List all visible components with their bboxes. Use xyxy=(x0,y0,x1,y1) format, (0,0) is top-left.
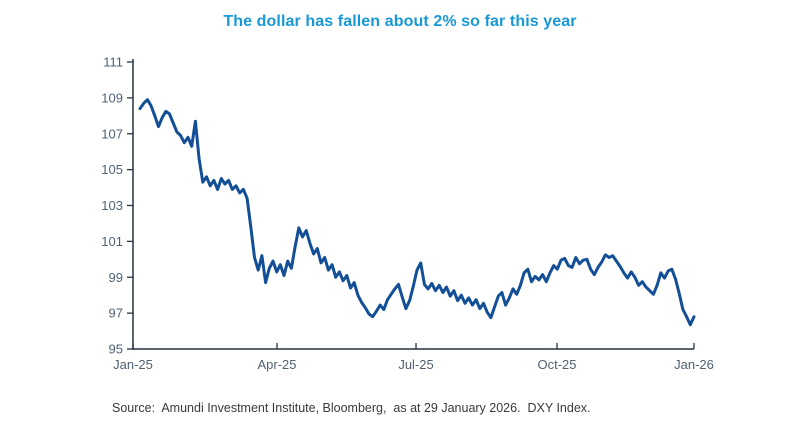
y-tick-label: 103 xyxy=(101,198,123,213)
y-tick-label: 109 xyxy=(101,90,123,105)
x-tick-label: Jan-26 xyxy=(674,357,714,372)
y-tick-label: 99 xyxy=(109,270,123,285)
x-tick-label: Jan-25 xyxy=(113,357,153,372)
x-tick-label: Apr-25 xyxy=(257,357,296,372)
y-tick-label: 97 xyxy=(109,306,123,321)
y-tick-label: 107 xyxy=(101,126,123,141)
y-tick-label: 101 xyxy=(101,234,123,249)
x-tick-label: Oct-25 xyxy=(537,357,576,372)
x-tick-label: Jul-25 xyxy=(398,357,433,372)
source-note: Source: Amundi Investment Institute, Blo… xyxy=(112,401,591,415)
y-tick-label: 111 xyxy=(103,55,123,70)
dxy-line xyxy=(138,98,696,327)
y-tick-label: 95 xyxy=(109,342,123,357)
chart-title: The dollar has fallen about 2% so far th… xyxy=(223,13,577,30)
y-tick-label: 105 xyxy=(101,162,123,177)
